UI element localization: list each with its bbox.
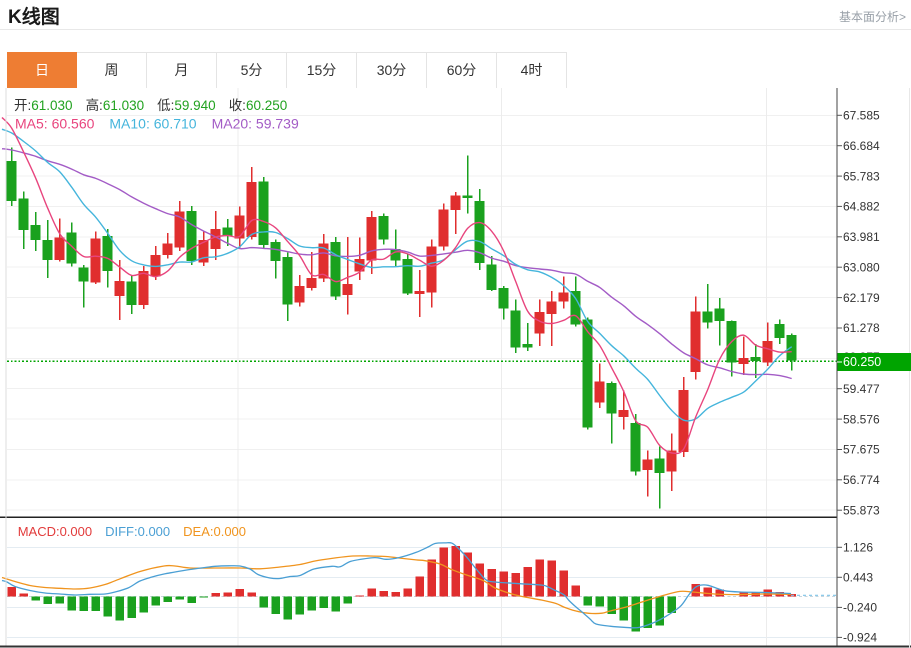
svg-text:-0.924: -0.924 — [843, 631, 877, 645]
svg-text:-0.240: -0.240 — [843, 601, 877, 615]
svg-text:59.477: 59.477 — [843, 382, 880, 396]
svg-text:61.278: 61.278 — [843, 321, 880, 335]
svg-text:65.783: 65.783 — [843, 169, 880, 183]
svg-text:57.675: 57.675 — [843, 443, 880, 457]
svg-text:64.882: 64.882 — [843, 200, 880, 214]
svg-text:62.179: 62.179 — [843, 291, 880, 305]
svg-text:66.684: 66.684 — [843, 139, 880, 153]
svg-text:67.585: 67.585 — [843, 109, 880, 123]
svg-text:56.774: 56.774 — [843, 473, 880, 487]
svg-text:63.080: 63.080 — [843, 260, 880, 274]
svg-text:60.250: 60.250 — [843, 355, 881, 369]
svg-text:58.576: 58.576 — [843, 412, 880, 426]
svg-text:0.443: 0.443 — [843, 571, 873, 585]
svg-text:55.873: 55.873 — [843, 503, 880, 517]
svg-text:63.981: 63.981 — [843, 230, 880, 244]
svg-text:1.126: 1.126 — [843, 541, 873, 555]
